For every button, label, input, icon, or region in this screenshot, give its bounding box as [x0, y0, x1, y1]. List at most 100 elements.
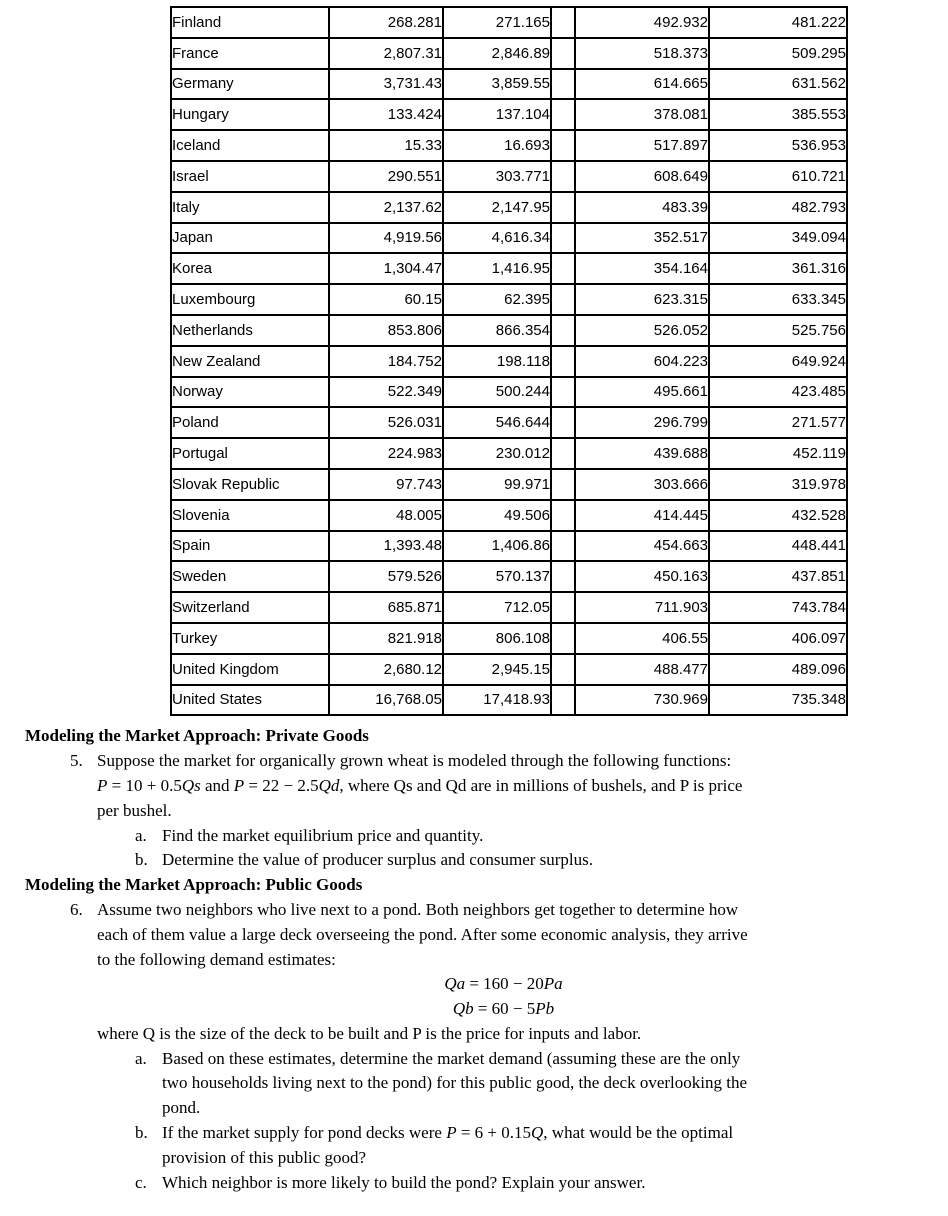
text-line: Suppose the market for organically grown…: [97, 751, 732, 771]
value-cell: 3,859.55: [442, 67, 552, 101]
value-cell: 623.315: [574, 283, 710, 316]
table-row: Portugal 224.983 230.012 439.688 452.119: [170, 437, 848, 470]
value-cell: 489.096: [708, 652, 848, 686]
value-cell: 608.649: [574, 159, 710, 193]
value-cell: 352.517: [574, 221, 710, 255]
value-cell: 735.348: [708, 683, 848, 717]
value-cell: 385.553: [708, 98, 848, 132]
subitem-a: a. Based on these estimates, determine th…: [97, 1047, 910, 1121]
section-heading-private-goods: Modeling the Market Approach: Private Go…: [25, 726, 369, 746]
problem-6: 6. Assume two neighbors who live next to…: [25, 898, 910, 1196]
value-cell: 423.485: [708, 375, 848, 409]
value-cell: 518.373: [574, 36, 710, 70]
table-body: Finland 268.281 271.165 492.932 481.222 Franc…: [170, 6, 848, 717]
spacer-cell: [550, 529, 576, 563]
table-row: Israel 290.551 303.771 608.649 610.721: [170, 159, 848, 193]
value-cell: 296.799: [574, 406, 710, 440]
value-cell: 349.094: [708, 221, 848, 255]
value-cell: 1,406.86: [442, 529, 552, 563]
math-variable: Pb: [535, 999, 555, 1019]
country-cell: Turkey: [170, 621, 330, 655]
table-row: Finland 268.281 271.165 492.932 481.222: [170, 6, 848, 39]
country-cell: Poland: [170, 406, 330, 440]
value-cell: 821.918: [328, 621, 444, 655]
country-cell: New Zealand: [170, 344, 330, 378]
value-cell: 4,919.56: [328, 221, 444, 255]
value-cell: 290.551: [328, 159, 444, 193]
value-cell: 354.164: [574, 252, 710, 286]
table-row: Korea 1,304.47 1,416.95 354.164 361.316: [170, 252, 848, 286]
spacer-cell: [550, 467, 576, 501]
value-cell: 198.118: [442, 344, 552, 378]
text-line: Find the market equilibrium price and qu…: [162, 825, 484, 845]
text-segment: = 22 − 2.5: [244, 775, 319, 795]
value-cell: 546.644: [442, 406, 552, 440]
table-row: United States 16,768.05 17,418.93 730.969 73…: [170, 683, 848, 717]
spacer-cell: [550, 560, 576, 594]
country-cell: Italy: [170, 190, 330, 224]
value-cell: 406.097: [708, 621, 848, 655]
text-line: to the following demand estimates:: [97, 949, 336, 969]
spacer-cell: [550, 406, 576, 440]
value-cell: 685.871: [328, 591, 444, 624]
text-line: where Q is the size of the deck to be bu…: [97, 1023, 642, 1043]
table-row: Poland 526.031 546.644 296.799 271.577: [170, 406, 848, 440]
table-row: Germany 3,731.43 3,859.55 614.665 631.562: [170, 67, 848, 101]
value-cell: 2,846.89: [442, 36, 552, 70]
problem-5-body: Suppose the market for organically grown…: [97, 749, 910, 823]
value-cell: 48.005: [328, 498, 444, 532]
value-cell: 604.223: [574, 344, 710, 378]
table-row: New Zealand 184.752 198.118 604.223 649.924: [170, 344, 848, 378]
value-cell: 16,768.05: [328, 683, 444, 717]
value-cell: 526.052: [574, 313, 710, 347]
country-cell: France: [170, 36, 330, 70]
value-cell: 1,304.47: [328, 252, 444, 286]
spacer-cell: [550, 313, 576, 347]
value-cell: 614.665: [574, 67, 710, 101]
value-cell: 268.281: [328, 6, 444, 39]
subitem-lines: Which neighbor is more likely to build t…: [162, 1171, 910, 1196]
value-cell: 15.33: [328, 129, 444, 162]
value-cell: 482.793: [708, 190, 848, 224]
value-cell: 488.477: [574, 652, 710, 686]
value-cell: 730.969: [574, 683, 710, 717]
problem-6-number: 6.: [70, 899, 83, 919]
value-cell: 526.031: [328, 406, 444, 440]
spacer-cell: [550, 6, 576, 39]
subitem-label: b.: [135, 850, 148, 870]
value-cell: 303.771: [442, 159, 552, 193]
problem-6-equations: Qa = 160 − 20Pa Qb = 60 − 5Pb: [97, 972, 910, 1022]
value-cell: 406.55: [574, 621, 710, 655]
value-cell: 99.971: [442, 467, 552, 501]
table-row: France 2,807.31 2,846.89 518.373 509.295: [170, 36, 848, 70]
value-cell: 483.39: [574, 190, 710, 224]
value-cell: 49.506: [442, 498, 552, 532]
problem-5-subitems: a. Find the market equilibrium price and …: [97, 824, 910, 874]
value-cell: 517.897: [574, 129, 710, 162]
table-row: Switzerland 685.871 712.05 711.903 743.784: [170, 591, 848, 624]
country-cell: Sweden: [170, 560, 330, 594]
subitem-lines: Find the market equilibrium price and qu…: [162, 824, 910, 849]
value-cell: 633.345: [708, 283, 848, 316]
problem-6-after-equations: where Q is the size of the deck to be bu…: [97, 1022, 910, 1047]
text-line: Qa = 160 − 20Pa: [97, 972, 910, 997]
text-line: per bushel.: [97, 800, 172, 820]
value-cell: 711.903: [574, 591, 710, 624]
subitem-label: b.: [135, 1123, 148, 1143]
value-cell: 361.316: [708, 252, 848, 286]
country-cell: Finland: [170, 6, 330, 39]
country-cell: Hungary: [170, 98, 330, 132]
text-line: two households living next to the pond) …: [162, 1073, 747, 1093]
subitem-label: a.: [135, 1048, 147, 1068]
subitem-lines: If the market supply for pond decks were…: [162, 1121, 910, 1171]
value-cell: 481.222: [708, 6, 848, 39]
spacer-cell: [550, 683, 576, 717]
subitem-lines: Based on these estimates, determine the …: [162, 1047, 910, 1121]
problem-6-subitems: a. Based on these estimates, determine th…: [97, 1047, 910, 1196]
spacer-cell: [550, 67, 576, 101]
value-cell: 500.244: [442, 375, 552, 409]
value-cell: 303.666: [574, 467, 710, 501]
math-variable: Qs: [181, 775, 201, 795]
table-row: Slovak Republic 97.743 99.971 303.666 319.97…: [170, 467, 848, 501]
value-cell: 3,731.43: [328, 67, 444, 101]
